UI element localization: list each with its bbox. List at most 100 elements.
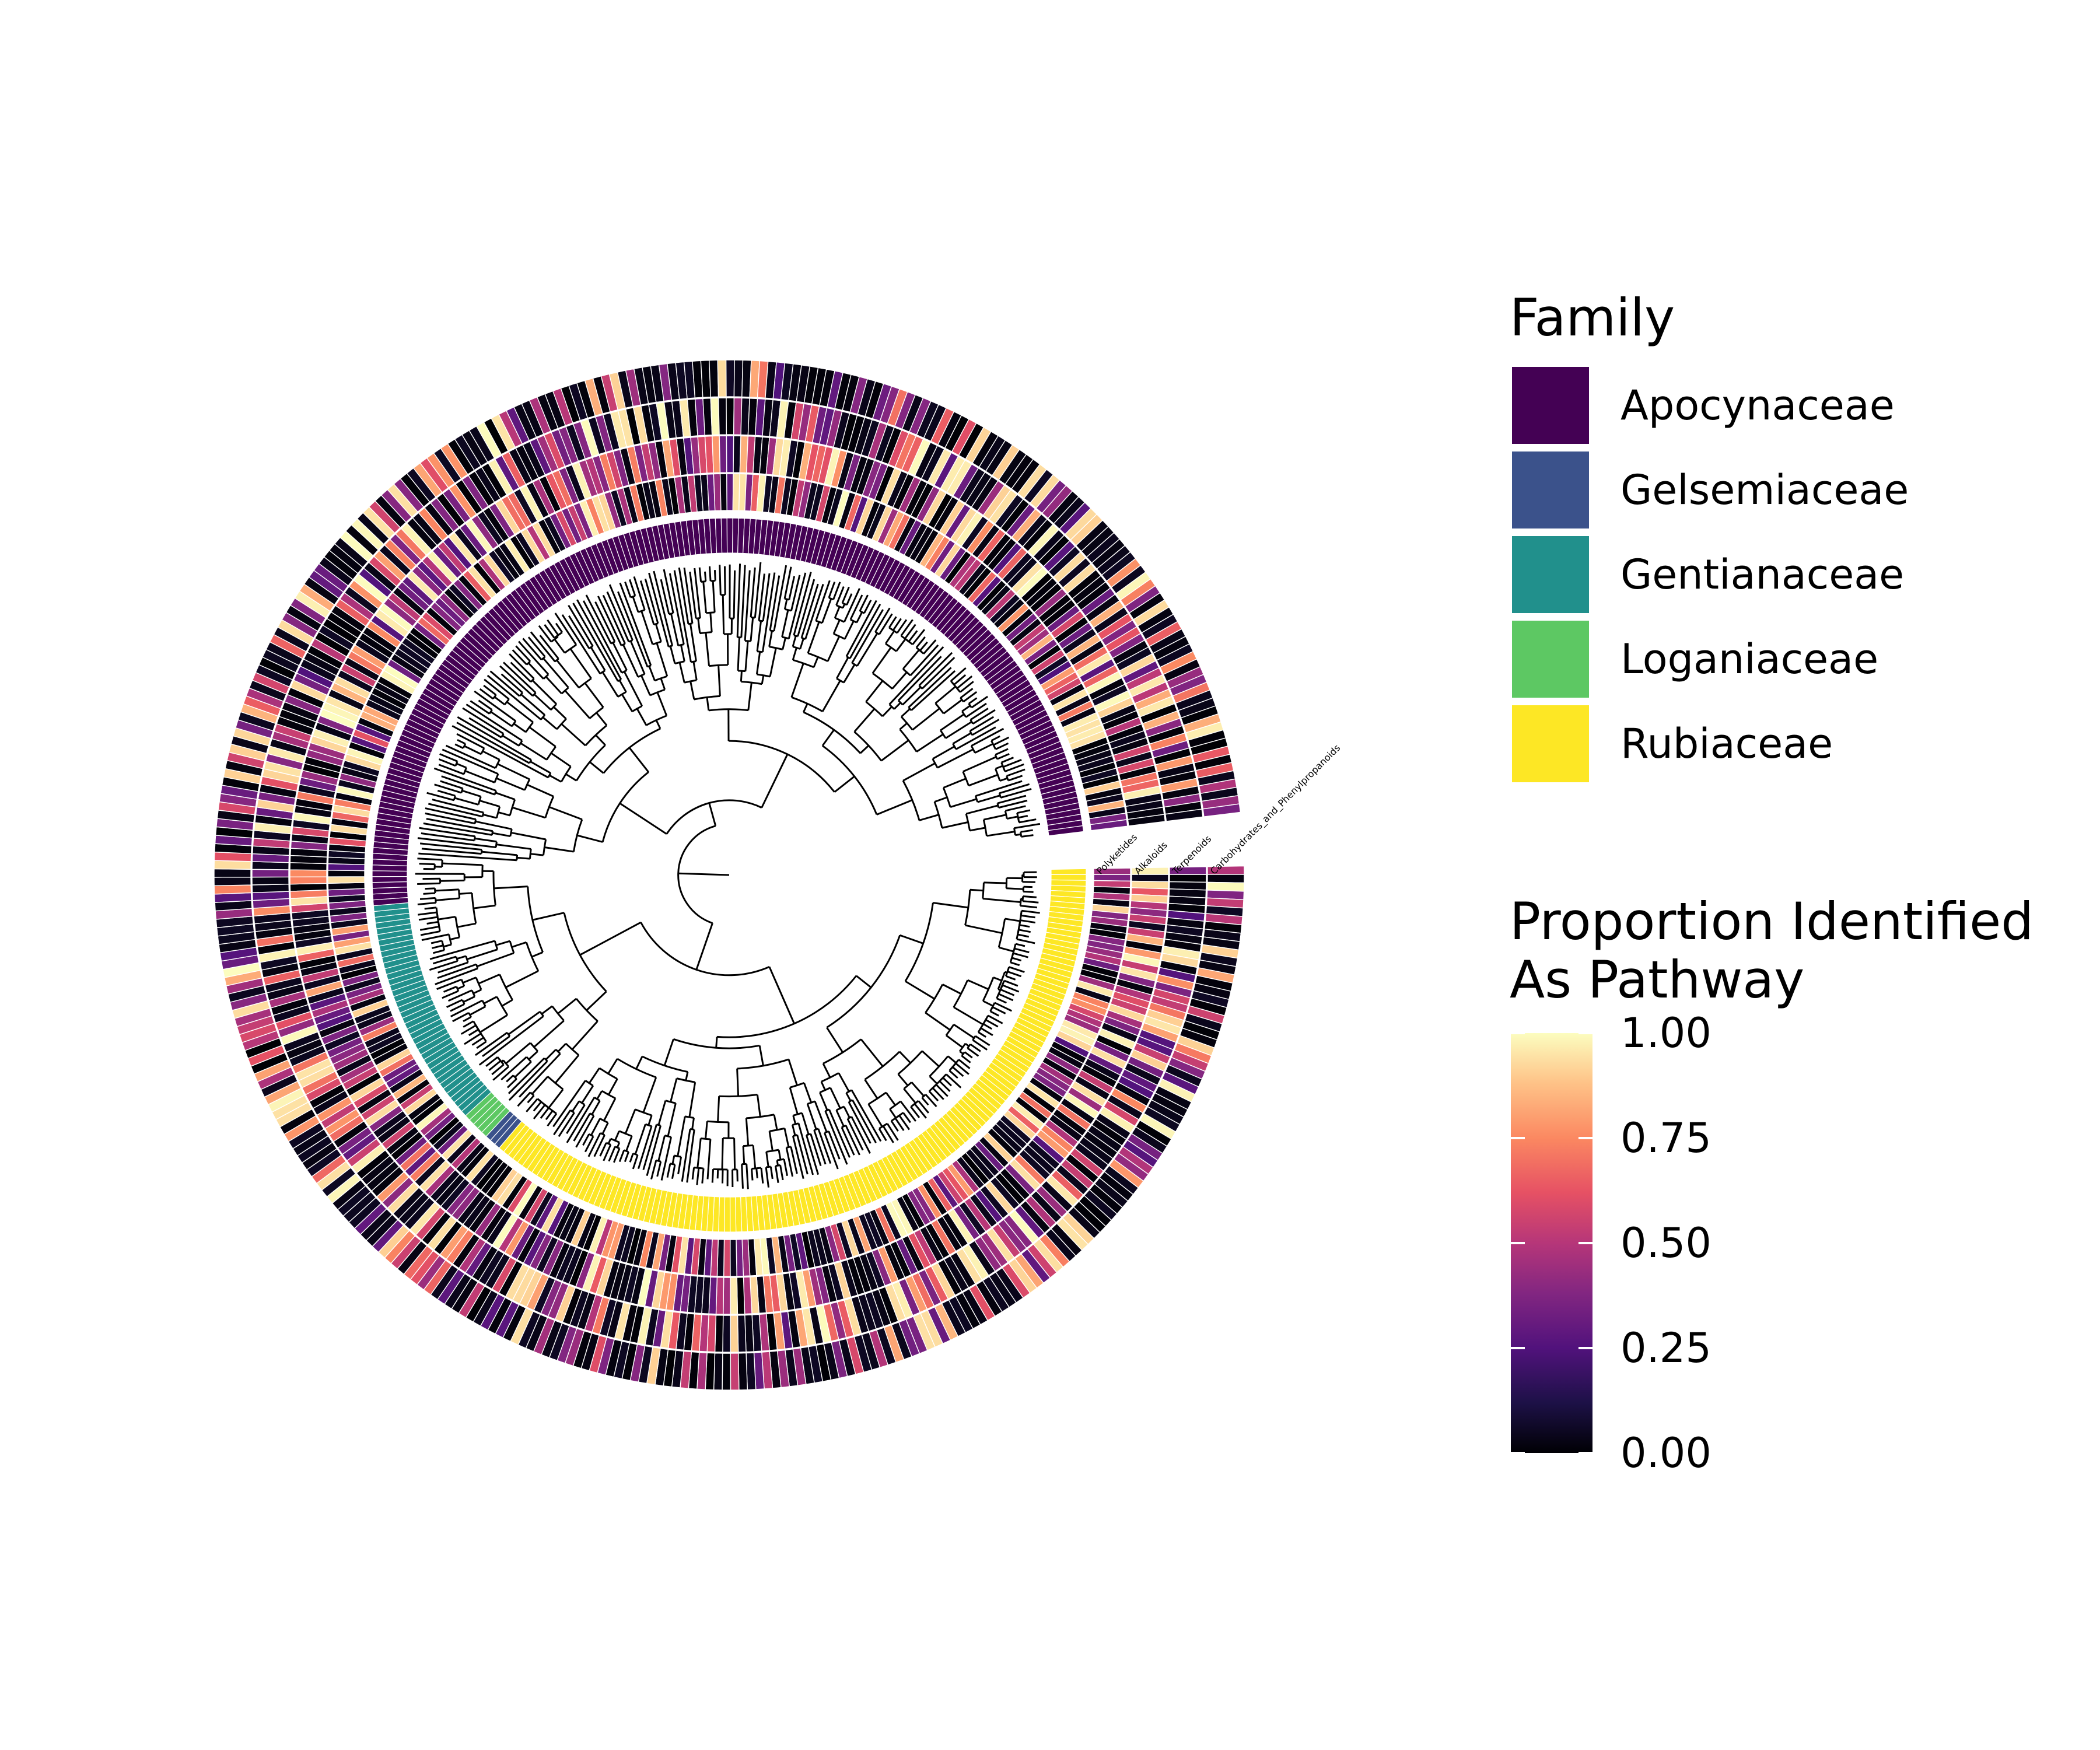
heatmap-cell-ring1 [366,1031,404,1055]
family-cell-loganiaceae [477,1102,507,1133]
heatmap-cell-ring1 [377,676,414,701]
heatmap-cell-ring4 [1174,1042,1212,1065]
family-cell-apocynaceae [428,677,461,703]
heatmap-cell-ring2 [372,1110,408,1139]
heatmap-cell-ring2 [974,1189,1004,1224]
tree-branch [480,1014,508,1033]
tree-branch [768,966,795,1024]
family-cell-rubiaceae [632,1184,648,1221]
family-cell-apocynaceae [505,592,533,625]
heatmap-cell-ring1 [916,1184,943,1220]
heatmap-cell-ring4 [800,1346,815,1385]
family-cell-apocynaceae [487,607,516,638]
heatmap-cell-ring4 [1152,635,1191,661]
heatmap-cell-ring3 [918,1269,942,1307]
family-cell-gentianaceae [391,979,427,998]
family-cell-apocynaceae [378,800,415,814]
tree-branch [419,842,482,851]
heatmap-cell-ring2 [354,638,391,665]
heatmap-cell-ring3 [1160,953,1199,968]
family-key-rubiaceae [1510,703,1591,785]
heatmap-cell-ring1 [1032,1071,1068,1098]
tree-branch [733,1138,736,1170]
heatmap-cell-ring2 [589,1256,608,1294]
heatmap-cell-ring2 [746,435,756,474]
heatmap-cell-ring3 [512,1266,537,1304]
tree-branch [584,682,604,708]
heatmap-cell-ring1 [1091,909,1129,921]
family-cell-apocynaceae [663,523,676,559]
tree-branch [803,1082,813,1103]
heatmap-cell-ring4 [1062,1212,1095,1245]
tree-arc [569,1109,575,1114]
tree-branch [946,1073,962,1088]
tree-branch [540,1107,550,1119]
tree-branch [492,1066,509,1081]
tree-branch [417,837,496,849]
tree-branch [895,638,907,652]
tree-arc [519,692,523,697]
heatmap-cell-ring4 [1101,551,1136,582]
heatmap-cell-ring4 [541,1320,563,1359]
heatmap-cell-ring4 [219,793,258,808]
tree-arc [645,1123,652,1128]
family-cell-rubiaceae [637,1185,653,1222]
heatmap-cell-ring4 [1002,1262,1031,1298]
heatmap-cell-ring3 [656,401,670,440]
family-cell-apocynaceae [874,555,896,591]
tree-branch [885,1092,896,1106]
tree-branch [797,1123,814,1175]
heatmap-cell-ring3 [384,538,417,571]
heatmap-cell-ring2 [883,1243,906,1281]
heatmap-cell-ring1 [1001,607,1034,638]
tree-branch [821,729,835,747]
heatmap-cell-ring3 [288,1044,327,1068]
heatmap-cell-ring3 [1119,653,1156,678]
heatmap-cell-ring4 [1181,1020,1220,1041]
family-cell-gentianaceae [379,939,415,953]
heatmap-cell-ring4 [480,1293,506,1331]
heatmap-cell-ring2 [482,506,510,542]
heatmap-cell-ring3 [1133,1042,1171,1065]
family-cell-apocynaceae [1016,714,1052,736]
family-cell-rubiaceae [1049,900,1086,910]
heatmap-cell-ring1 [1059,706,1097,729]
heatmap-cell-ring3 [536,435,559,473]
family-cell-loganiaceae [465,1091,496,1121]
heatmap-cell-ring3 [1164,801,1202,815]
heatmap-cell-ring2 [942,1212,969,1248]
tree-branch [603,1144,612,1161]
tree-branch [789,1087,799,1115]
heatmap-cell-ring2 [668,438,681,477]
heatmap-cell-ring4 [223,970,263,986]
tree-branch [452,724,549,779]
tree-branch [582,600,623,674]
tree-arc [899,729,918,752]
family-cell-gentianaceae [376,928,414,941]
tree-arc [542,674,550,680]
heatmap-cell-ring2 [303,974,342,991]
tree-branch [712,580,716,612]
tree-branch [616,1142,621,1148]
heatmap-cell-ring4 [247,1045,286,1067]
heatmap-cell-ring1 [380,670,416,695]
heatmap-cell-ring3 [1161,785,1200,801]
heatmap-cell-ring4 [737,1352,748,1391]
family-cell-rubiaceae [593,1172,612,1208]
tree-branch [619,802,667,835]
heatmap-cell-ring3 [580,418,600,457]
family-cell-rubiaceae [895,1147,919,1182]
tree-arc [890,628,898,634]
heatmap-cell-ring2 [1044,1119,1079,1149]
heatmap-cell-ring1 [582,1214,603,1252]
heatmap-cell-ring2 [362,626,398,654]
heatmap-cell-ring4 [1088,1183,1124,1214]
tree-branch [629,640,646,675]
heatmap-cell-ring3 [348,579,384,610]
heatmap-cell-ring2 [1023,1144,1056,1175]
family-cell-apocynaceae [1039,779,1076,795]
heatmap-cell-ring1 [658,1233,671,1272]
heatmap-cell-ring3 [267,746,306,764]
family-cell-apocynaceae [825,534,842,570]
family-cell-rubiaceae [1051,868,1087,875]
